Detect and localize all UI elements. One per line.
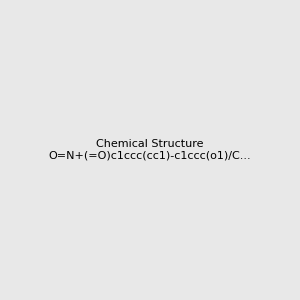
Text: Chemical Structure
O=N+(=O)c1ccc(cc1)-c1ccc(o1)/C...: Chemical Structure O=N+(=O)c1ccc(cc1)-c1… — [49, 139, 251, 161]
